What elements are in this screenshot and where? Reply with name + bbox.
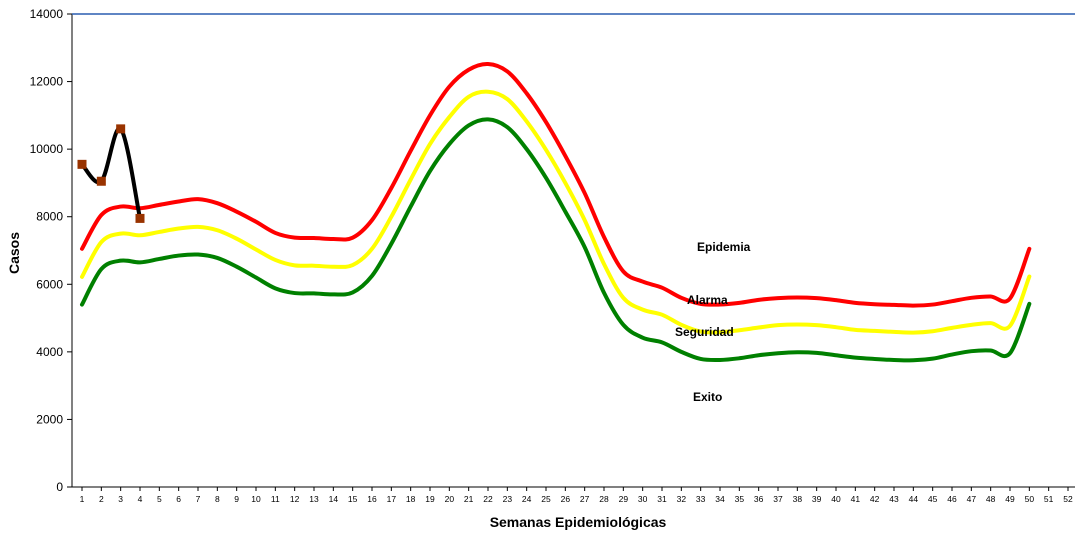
- y-tick-label: 4000: [36, 345, 63, 359]
- x-tick-label: 14: [329, 494, 339, 504]
- x-tick-label: 30: [638, 494, 648, 504]
- epidemia-threshold-line: [80, 61, 1032, 308]
- x-tick-label: 45: [928, 494, 938, 504]
- y-tick-label: 2000: [36, 412, 63, 426]
- x-tick-label: 43: [889, 494, 899, 504]
- x-tick-label: 12: [290, 494, 300, 504]
- x-tick-label: 49: [1005, 494, 1015, 504]
- data-point-marker: [96, 176, 106, 186]
- x-tick-label: 5: [157, 494, 162, 504]
- x-tick-label: 24: [522, 494, 532, 504]
- x-tick-label: 41: [851, 494, 861, 504]
- x-tick-label: 16: [367, 494, 377, 504]
- x-tick-label: 35: [735, 494, 745, 504]
- x-tick-label: 36: [754, 494, 764, 504]
- data-point-marker: [116, 124, 126, 134]
- x-tick-label: 13: [309, 494, 319, 504]
- x-tick-label: 19: [425, 494, 435, 504]
- x-tick-label: 46: [947, 494, 957, 504]
- x-tick-label: 9: [234, 494, 239, 504]
- x-tick-label: 11: [271, 494, 280, 504]
- x-tick-label: 28: [599, 494, 609, 504]
- x-tick-label: 27: [580, 494, 590, 504]
- x-tick-label: 10: [251, 494, 261, 504]
- data-point-marker: [135, 213, 145, 223]
- x-tick-label: 33: [696, 494, 706, 504]
- x-tick-label: 6: [176, 494, 181, 504]
- x-tick-label: 23: [503, 494, 513, 504]
- x-tick-label: 3: [118, 494, 123, 504]
- data-point-marker: [77, 159, 87, 169]
- y-tick-label: 0: [56, 480, 63, 494]
- x-axis-title: Semanas Epidemiológicas: [490, 514, 667, 530]
- x-tick-label: 17: [387, 494, 397, 504]
- alarma-threshold-line: [80, 89, 1032, 335]
- x-tick-label: 2: [99, 494, 104, 504]
- x-tick-label: 50: [1025, 494, 1035, 504]
- x-tick-label: 40: [831, 494, 841, 504]
- x-tick-label: 42: [870, 494, 880, 504]
- x-tick-label: 39: [812, 494, 822, 504]
- x-tick-label: 18: [406, 494, 416, 504]
- x-tick-label: 7: [196, 494, 201, 504]
- x-tick-label: 38: [793, 494, 803, 504]
- zone-label-seguridad: Seguridad: [675, 325, 734, 339]
- y-tick-label: 8000: [36, 210, 63, 224]
- x-tick-label: 37: [773, 494, 783, 504]
- x-tick-label: 51: [1044, 494, 1054, 504]
- zone-label-epidemia: Epidemia: [697, 240, 751, 254]
- x-tick-label: 25: [541, 494, 551, 504]
- x-tick-label: 29: [619, 494, 629, 504]
- y-axis-title: Casos: [6, 232, 22, 274]
- x-tick-label: 32: [677, 494, 687, 504]
- x-tick-label: 34: [715, 494, 725, 504]
- y-tick-label: 14000: [30, 7, 64, 21]
- y-tick-label: 10000: [30, 142, 64, 156]
- zone-label-exito: Exito: [693, 390, 722, 404]
- x-tick-label: 48: [986, 494, 996, 504]
- x-tick-label: 47: [967, 494, 977, 504]
- current-cases-line: [80, 126, 142, 221]
- x-tick-label: 15: [348, 494, 358, 504]
- x-tick-label: 31: [657, 494, 667, 504]
- x-tick-label: 21: [464, 494, 474, 504]
- y-axis-ticks: 0 2000 4000 6000 8000 10000 12000 14000: [30, 7, 72, 494]
- y-tick-label: 12000: [30, 75, 64, 89]
- x-tick-label: 4: [138, 494, 143, 504]
- seguridad-threshold-line: [80, 117, 1032, 363]
- zone-label-alarma: Alarma: [687, 293, 728, 307]
- x-tick-label: 26: [561, 494, 571, 504]
- x-tick-label: 52: [1063, 494, 1073, 504]
- series-lines: [80, 61, 1032, 363]
- y-tick-label: 6000: [36, 277, 63, 291]
- x-tick-label: 8: [215, 494, 220, 504]
- x-axis-ticks: 1 2 3 4 5 6 7 8 9 10 11 12 13 14 15 16 17 18 19 20 21 22 23 24 2…: [80, 487, 1073, 504]
- x-tick-label: 44: [909, 494, 919, 504]
- x-tick-label: 1: [80, 494, 85, 504]
- x-tick-label: 20: [445, 494, 455, 504]
- x-tick-label: 22: [483, 494, 493, 504]
- series-markers: [77, 124, 145, 223]
